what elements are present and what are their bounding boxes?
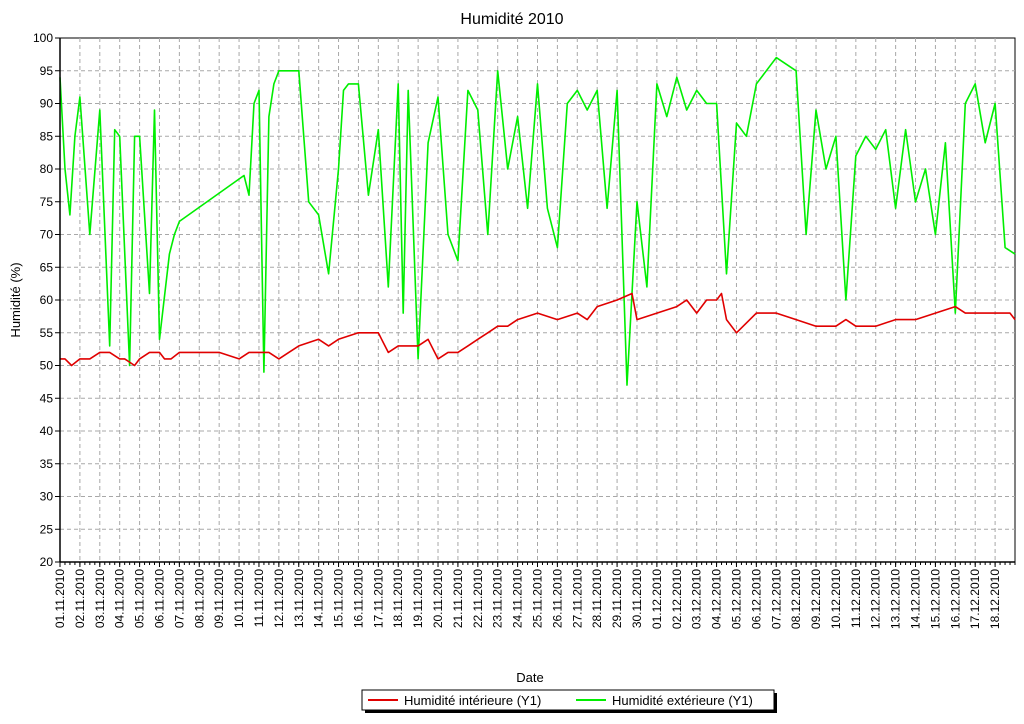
x-tick-label: 16.12.2010 bbox=[948, 569, 962, 629]
y-tick-label: 50 bbox=[40, 359, 54, 373]
x-tick-label: 08.11.2010 bbox=[192, 569, 206, 628]
series-lines bbox=[59, 56, 1016, 386]
y-tick-label: 95 bbox=[40, 64, 54, 78]
x-tick-label: 11.11.2010 bbox=[252, 569, 266, 628]
y-tick-label: 75 bbox=[40, 195, 54, 209]
x-tick-label: 09.11.2010 bbox=[212, 569, 226, 628]
legend-label-interior: Humidité intérieure (Y1) bbox=[404, 693, 541, 708]
x-tick-label: 06.12.2010 bbox=[749, 569, 763, 629]
x-tick-label: 04.12.2010 bbox=[710, 569, 724, 629]
y-tick-label: 35 bbox=[40, 457, 54, 471]
series-line-exterior bbox=[59, 56, 1016, 386]
x-tick-label: 10.11.2010 bbox=[232, 569, 246, 628]
x-tick-label: 23.11.2010 bbox=[491, 569, 505, 628]
x-tick-label: 25.11.2010 bbox=[531, 569, 545, 628]
x-tick-label: 29.11.2010 bbox=[610, 569, 624, 628]
legend-box bbox=[361, 689, 775, 711]
x-tick-label: 11.12.2010 bbox=[849, 569, 863, 628]
x-tick-label: 01.12.2010 bbox=[650, 569, 664, 629]
x-tick-label: 02.12.2010 bbox=[670, 569, 684, 629]
x-tick-label: 03.12.2010 bbox=[690, 569, 704, 629]
y-tick-label: 80 bbox=[40, 162, 54, 176]
y-tick-label: 40 bbox=[40, 424, 54, 438]
y-tick-label: 45 bbox=[40, 391, 54, 405]
x-tick-label: 08.12.2010 bbox=[789, 569, 803, 629]
y-axis: 20 25 30 35 40 45 50 55 60 65 70 75 80 85 90 95 100 bbox=[33, 31, 61, 569]
x-tick-label: 12.12.2010 bbox=[869, 569, 883, 629]
x-tick-label: 21.11.2010 bbox=[451, 569, 465, 628]
x-tick-label: 27.11.2010 bbox=[570, 569, 584, 628]
x-tick-label: 24.11.2010 bbox=[511, 569, 525, 628]
y-tick-label: 60 bbox=[40, 293, 54, 307]
y-tick-label: 70 bbox=[40, 228, 54, 242]
x-tick-label: 18.11.2010 bbox=[391, 569, 405, 628]
y-axis-label: Humidité (%) bbox=[8, 262, 23, 337]
x-tick-label: 06.11.2010 bbox=[152, 569, 166, 628]
y-tick-label: 20 bbox=[40, 555, 54, 569]
x-tick-label: 13.12.2010 bbox=[889, 569, 903, 629]
x-tick-label: 19.11.2010 bbox=[411, 569, 425, 628]
x-tick-label: 14.11.2010 bbox=[312, 569, 326, 628]
x-tick-label: 02.11.2010 bbox=[73, 569, 87, 628]
x-tick-label: 20.11.2010 bbox=[431, 569, 445, 628]
x-tick-label: 01.11.2010 bbox=[53, 569, 67, 628]
x-tick-label: 12.11.2010 bbox=[272, 569, 286, 628]
y-tick-label: 65 bbox=[40, 260, 54, 274]
x-tick-label: 17.12.2010 bbox=[968, 569, 982, 629]
x-tick-label: 17.11.2010 bbox=[371, 569, 385, 628]
x-tick-label: 09.12.2010 bbox=[809, 569, 823, 629]
x-tick-label: 14.12.2010 bbox=[909, 569, 923, 629]
x-tick-label: 10.12.2010 bbox=[829, 569, 843, 629]
y-tick-label: 85 bbox=[40, 129, 54, 143]
x-tick-label: 28.11.2010 bbox=[590, 569, 604, 628]
y-tick-label: 25 bbox=[40, 522, 54, 536]
y-tick-label: 55 bbox=[40, 326, 54, 340]
x-tick-label: 07.11.2010 bbox=[172, 569, 186, 628]
x-tick-label: 05.11.2010 bbox=[133, 569, 147, 628]
x-tick-label: 26.11.2010 bbox=[550, 569, 564, 628]
x-tick-label: 30.11.2010 bbox=[630, 569, 644, 628]
series-line-interior bbox=[60, 292, 1016, 367]
chart-title: Humidité 2010 bbox=[460, 11, 563, 28]
x-tick-label: 18.12.2010 bbox=[988, 569, 1002, 629]
x-tick-label: 07.12.2010 bbox=[769, 569, 783, 629]
y-tick-label: 90 bbox=[40, 97, 54, 111]
legend: Humidité intérieure (Y1) Humidité extérie… bbox=[361, 689, 777, 713]
x-tick-label: 13.11.2010 bbox=[292, 569, 306, 628]
x-tick-label: 03.11.2010 bbox=[93, 569, 107, 628]
y-tick-label: 30 bbox=[40, 490, 54, 504]
legend-label-exterior: Humidité extérieure (Y1) bbox=[612, 693, 753, 708]
y-tick-label: 100 bbox=[33, 31, 53, 45]
x-tick-label: 05.12.2010 bbox=[729, 569, 743, 629]
x-tick-label: 22.11.2010 bbox=[471, 569, 485, 628]
x-tick-label: 15.12.2010 bbox=[928, 569, 942, 629]
grid bbox=[59, 37, 1016, 563]
x-tick-label: 04.11.2010 bbox=[113, 569, 127, 628]
x-axis: 01.11.2010 02.11.2010 03.11.2010 04.11.2010… bbox=[53, 561, 1016, 629]
x-axis-label: Date bbox=[516, 670, 543, 685]
x-tick-label: 16.11.2010 bbox=[351, 569, 365, 628]
x-tick-label: 15.11.2010 bbox=[332, 569, 346, 628]
